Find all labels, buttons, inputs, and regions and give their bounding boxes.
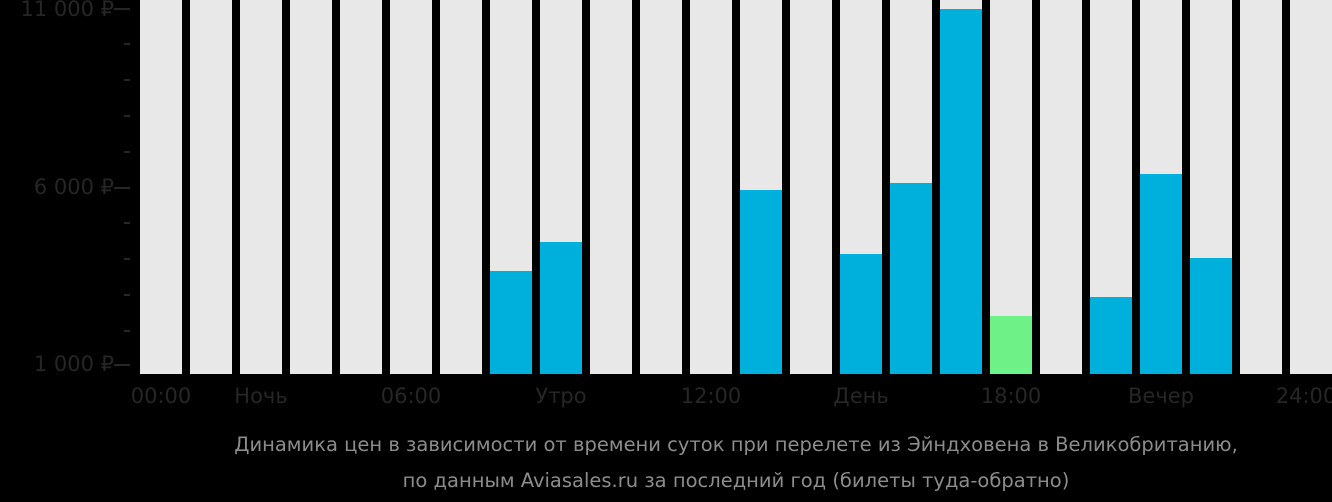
hour-slot-20 [1140,0,1182,374]
x-label-evening: Вечер [1128,384,1194,408]
hour-slot-12 [740,0,782,374]
chart-caption-line-2: по данным Aviasales.ru за последний год … [402,469,1070,492]
y-minor-tick [124,222,130,224]
hour-slot-21 [1190,0,1232,374]
x-label-day: День [833,384,889,408]
x-label-0600: 06:00 [380,384,442,408]
y-minor-tick [124,294,130,296]
y-minor-tick [124,79,130,81]
x-label-2400: 24:00 [1275,384,1332,408]
y-minor-tick [124,330,130,332]
x-label-1800: 18:00 [980,384,1042,408]
hour-slot-22 [1240,0,1282,374]
price-bar[interactable] [490,271,532,374]
hour-slot-11 [690,0,732,374]
price-bar[interactable] [890,182,932,374]
price-bar-cheapest[interactable] [990,316,1032,374]
x-label-night: Ночь [234,384,288,408]
price-bar[interactable] [1090,296,1132,374]
y-minor-tick [124,151,130,153]
y-major-tick [114,364,130,366]
y-major-tick [114,187,130,189]
y-tick-label-11000: 11 000 ₽ [20,0,114,21]
hour-slot-15 [890,0,932,374]
hour-slot-16 [940,0,982,374]
x-label-morning: Утро [535,384,587,408]
y-minor-tick [124,258,130,260]
price-bar[interactable] [740,190,782,374]
hour-slot-01 [190,0,232,374]
hour-slot-04 [340,0,382,374]
hour-slot-02 [240,0,282,374]
price-bar[interactable] [1140,174,1182,374]
hour-slot-08 [540,0,582,374]
hour-slot-05 [390,0,432,374]
x-label-0000: 00:00 [130,384,192,408]
hour-slot-18 [1040,0,1082,374]
y-minor-tick [124,43,130,45]
hour-slot-19 [1090,0,1132,374]
hour-slot-03 [290,0,332,374]
hour-slot-23 [1290,0,1332,374]
chart-caption-line-1: Динамика цен в зависимости от времени су… [234,433,1238,456]
y-minor-tick [124,115,130,117]
hour-slot-13 [790,0,832,374]
hour-slot-10 [640,0,682,374]
hour-slot-06 [440,0,482,374]
hour-slot-09 [590,0,632,374]
price-bar[interactable] [540,241,582,374]
price-bar[interactable] [1190,257,1232,374]
price-bar[interactable] [840,253,882,374]
y-major-tick [114,8,130,10]
hour-slot-14 [840,0,882,374]
price-bar[interactable] [940,9,982,374]
x-label-1200: 12:00 [680,384,742,408]
y-tick-label-6000: 6 000 ₽ [33,175,114,199]
hour-slot-17 [990,0,1032,374]
hour-slot-07 [490,0,532,374]
y-tick-label-1000: 1 000 ₽ [33,352,114,376]
hour-slot-00 [140,0,182,374]
